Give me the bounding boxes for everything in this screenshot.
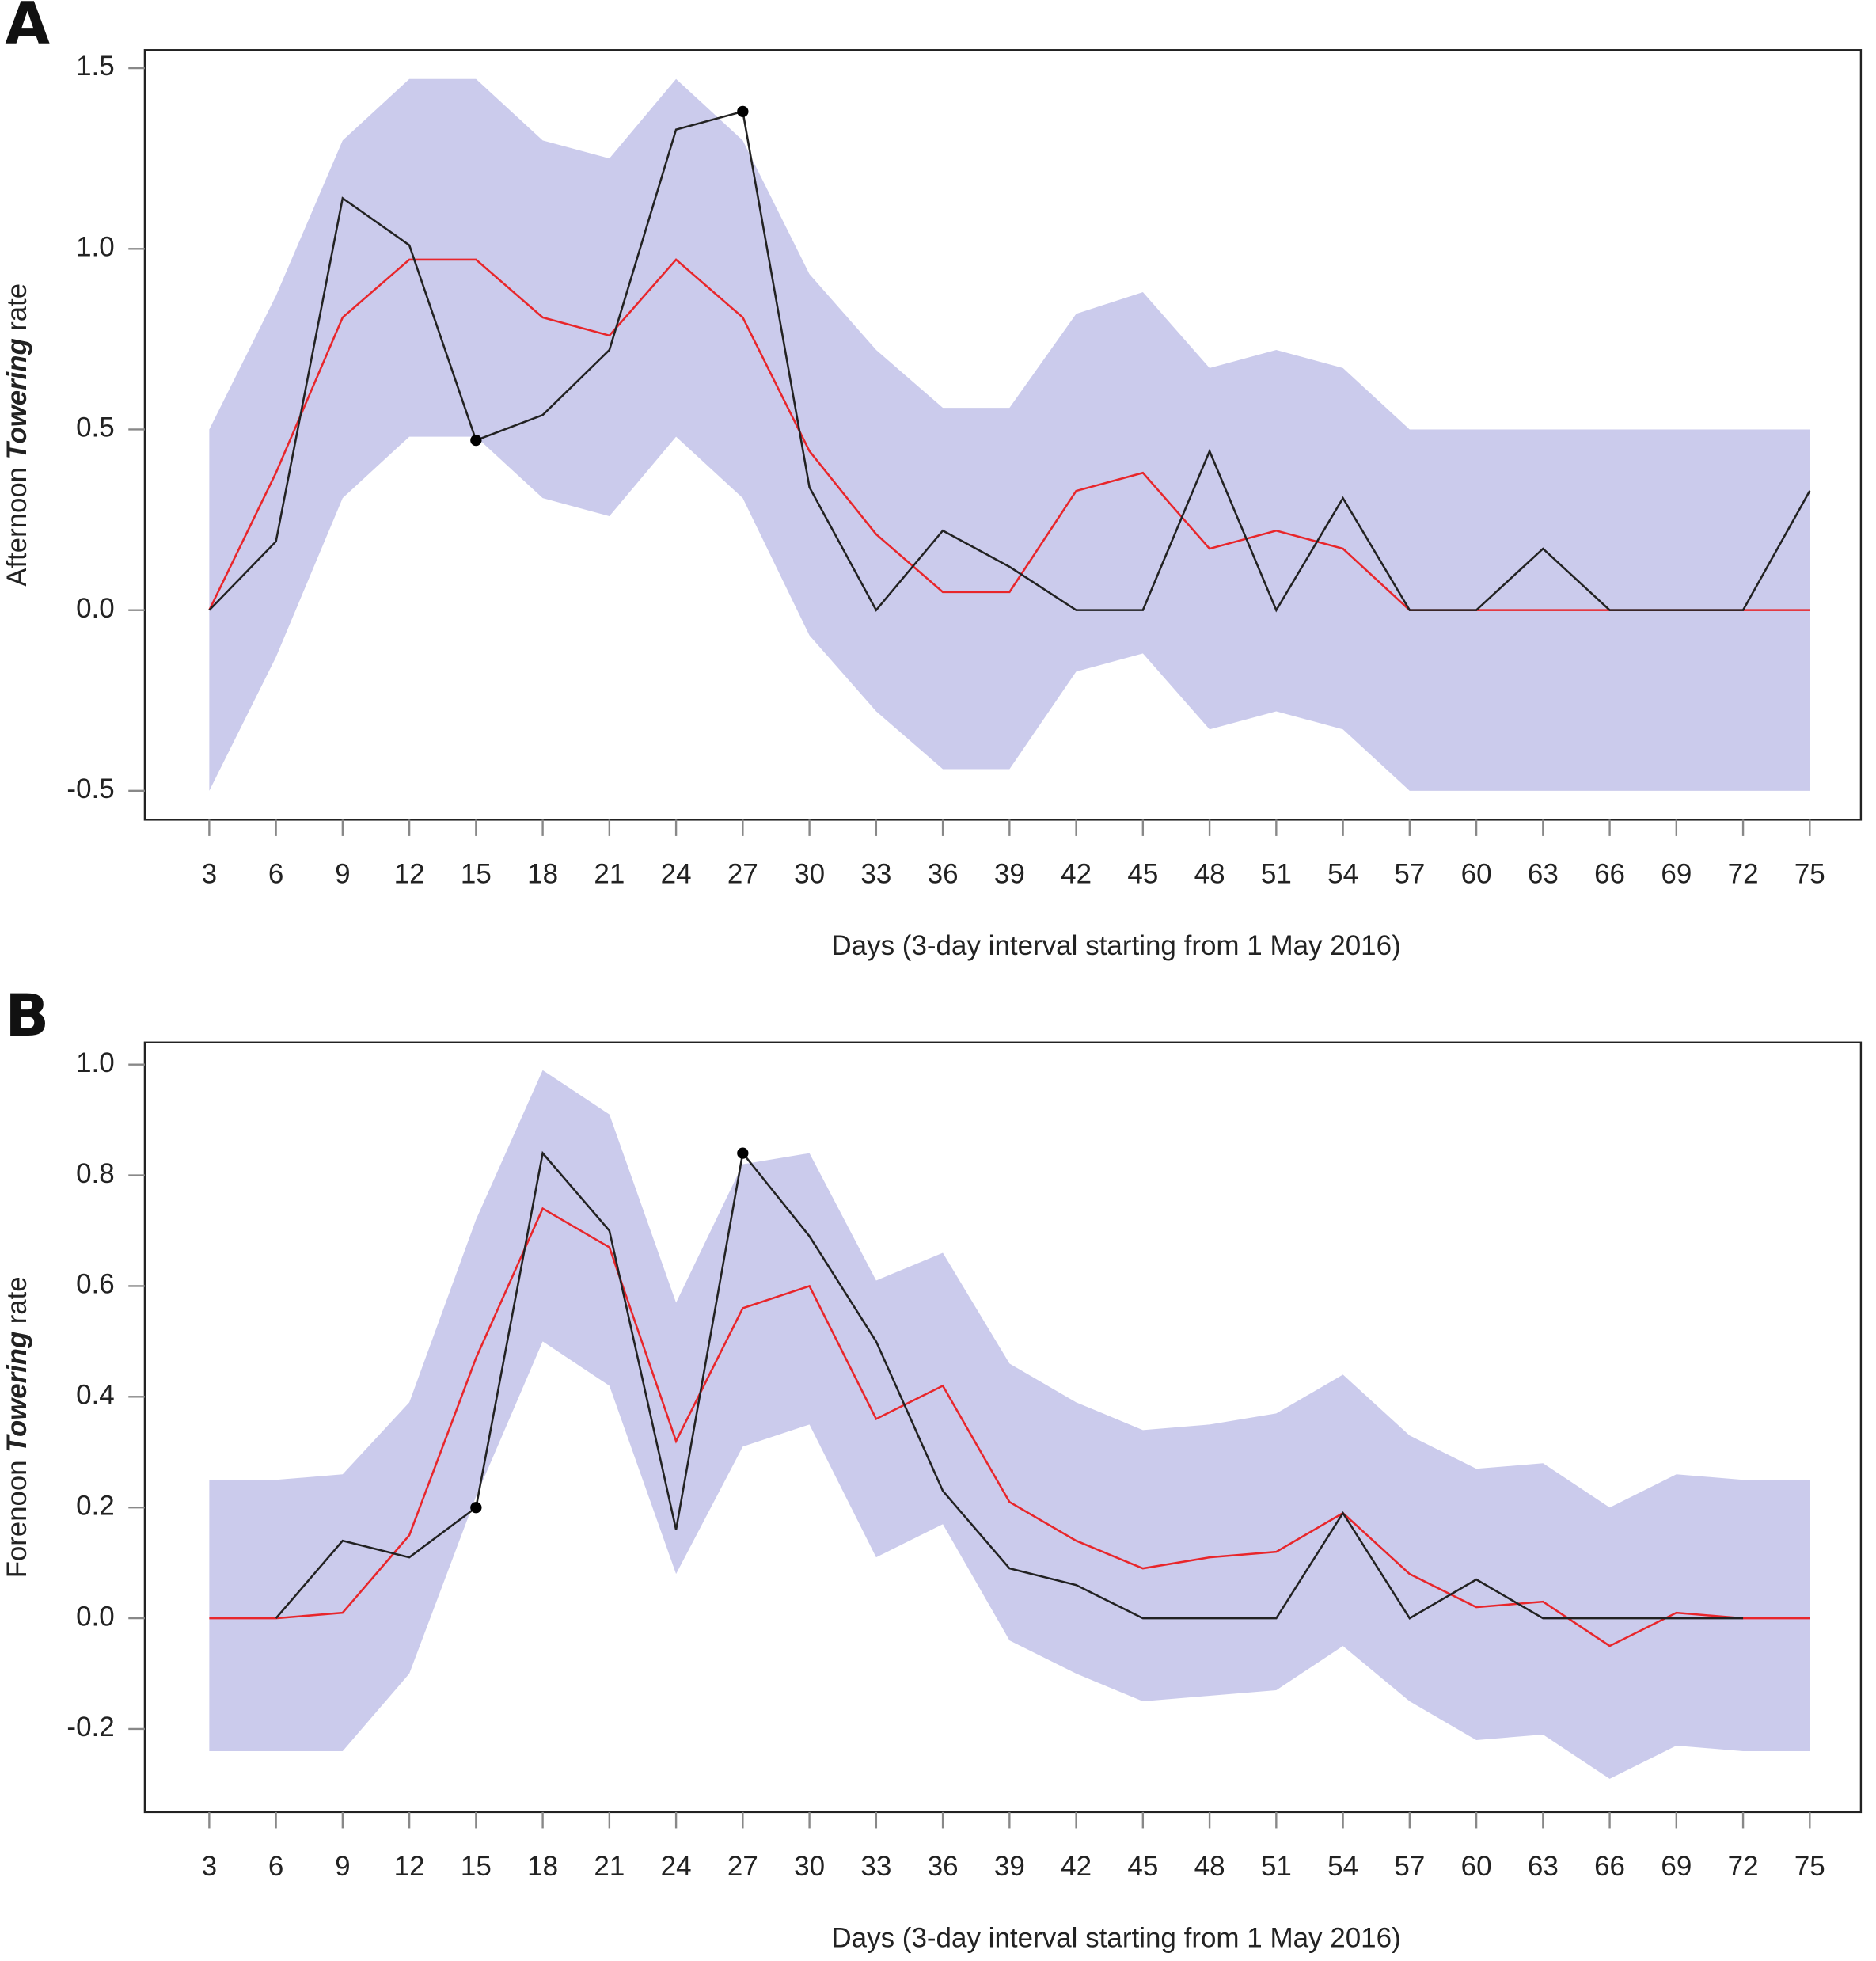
x-tick-label: 6 [268, 859, 283, 890]
x-tick-label: 63 [1528, 859, 1559, 890]
x-tick-label: 18 [527, 1851, 558, 1882]
panel-label: A [5, 0, 50, 58]
x-tick-label: 3 [202, 859, 217, 890]
highlight-point [470, 1502, 482, 1514]
x-tick-label: 75 [1794, 1851, 1825, 1882]
confidence-band [209, 78, 1810, 791]
y-label-part: rate [2, 283, 32, 331]
x-tick-label: 57 [1394, 859, 1425, 890]
x-tick-label: 27 [727, 859, 758, 890]
x-tick-label: 54 [1327, 859, 1358, 890]
x-tick-label: 15 [461, 1851, 492, 1882]
y-label-part: Towering [2, 338, 32, 459]
x-tick-label: 45 [1127, 859, 1158, 890]
highlight-point [470, 435, 482, 447]
x-tick-label: 9 [335, 859, 350, 890]
y-tick-label: 0.0 [76, 1601, 115, 1632]
x-tick-label: 42 [1061, 1851, 1092, 1882]
x-tick-label: 66 [1594, 859, 1625, 890]
y-tick-label: -0.5 [66, 773, 114, 804]
y-tick-label: 0.8 [76, 1158, 115, 1189]
confidence-band [209, 1070, 1810, 1779]
y-label-part: Afternoon [2, 467, 32, 587]
x-tick-label: 51 [1261, 1851, 1292, 1882]
y-label-part: Towering [2, 1332, 32, 1453]
x-tick-label: 36 [928, 1851, 959, 1882]
x-tick-label: 3 [202, 1851, 217, 1882]
x-tick-label: 54 [1327, 1851, 1358, 1882]
x-tick-label: 33 [860, 859, 891, 890]
x-tick-label: 66 [1594, 1851, 1625, 1882]
x-axis-label: Days (3-day interval starting from 1 May… [831, 1922, 1400, 1953]
x-tick-label: 75 [1794, 859, 1825, 890]
y-tick-label: -0.2 [66, 1712, 114, 1742]
y-tick-label: 1.0 [76, 1047, 115, 1078]
x-tick-label: 18 [527, 859, 558, 890]
x-tick-label: 12 [394, 859, 425, 890]
x-tick-label: 24 [661, 1851, 692, 1882]
x-tick-label: 27 [727, 1851, 758, 1882]
x-tick-label: 39 [994, 859, 1025, 890]
x-tick-label: 51 [1261, 859, 1292, 890]
y-label-part: Forenoon [2, 1460, 32, 1578]
plot-frame [143, 1041, 1863, 1814]
x-tick-label: 69 [1661, 1851, 1692, 1882]
highlight-point [737, 1147, 749, 1159]
highlight-point [737, 105, 749, 117]
series-line [275, 1150, 1744, 1620]
x-tick-label: 21 [594, 1851, 625, 1882]
y-tick-label: 1.0 [76, 232, 115, 263]
y-tick-label: 0.6 [76, 1269, 115, 1300]
x-tick-label: 36 [928, 859, 959, 890]
x-tick-label: 69 [1661, 859, 1692, 890]
y-axis-label: Forenoon Towering rate [2, 1276, 32, 1578]
x-tick-label: 6 [268, 1851, 283, 1882]
x-tick-label: 72 [1728, 1851, 1759, 1882]
x-tick-label: 48 [1194, 859, 1225, 890]
x-tick-label: 30 [794, 859, 825, 890]
x-tick-label: 24 [661, 859, 692, 890]
x-tick-label: 39 [994, 1851, 1025, 1882]
x-tick-label: 9 [335, 1851, 350, 1882]
y-tick-label: 0.0 [76, 593, 115, 624]
y-tick-label: 0.4 [76, 1380, 115, 1411]
x-tick-label: 33 [860, 1851, 891, 1882]
series-line [209, 1207, 1810, 1647]
x-axis-label: Days (3-day interval starting from 1 May… [831, 930, 1400, 961]
x-tick-label: 45 [1127, 1851, 1158, 1882]
x-tick-label: 15 [461, 859, 492, 890]
panel-label: B [5, 982, 49, 1050]
series-line [208, 258, 1810, 611]
y-label-part: rate [2, 1276, 32, 1324]
x-tick-label: 48 [1194, 1851, 1225, 1882]
x-tick-label: 42 [1061, 859, 1092, 890]
x-tick-label: 60 [1461, 1851, 1492, 1882]
x-tick-label: 72 [1728, 859, 1759, 890]
x-tick-label: 30 [794, 1851, 825, 1882]
y-tick-label: 1.5 [76, 51, 115, 82]
x-tick-label: 63 [1528, 1851, 1559, 1882]
x-tick-label: 57 [1394, 1851, 1425, 1882]
y-tick-label: 0.2 [76, 1491, 115, 1522]
x-tick-label: 60 [1461, 859, 1492, 890]
plot-frame [143, 49, 1863, 821]
x-tick-label: 12 [394, 1851, 425, 1882]
y-tick-label: 0.5 [76, 412, 115, 443]
y-axis-label: Afternoon Towering rate [2, 283, 32, 587]
x-tick-label: 21 [594, 859, 625, 890]
